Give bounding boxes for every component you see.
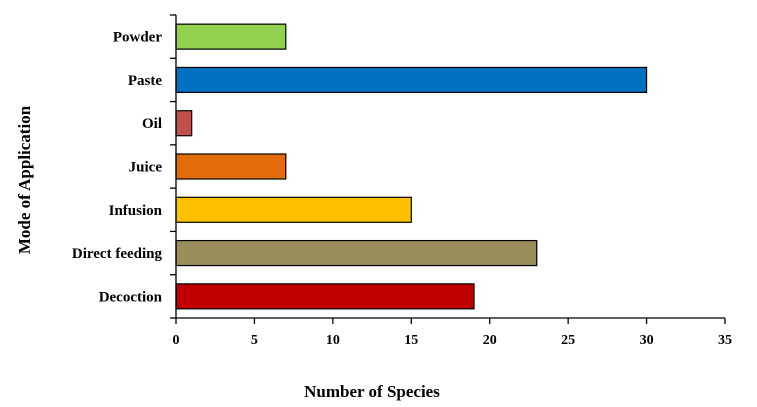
- labels-group: Decoction Direct feeding Infusion Juice Oil P…: [72, 30, 732, 348]
- y-tick-label-paste: Paste: [128, 73, 162, 89]
- axes-group: [170, 14, 726, 324]
- y-tick-label-infusion: Infusion: [109, 203, 163, 219]
- x-tick-label-30: 30: [640, 333, 654, 348]
- x-tick-label-25: 25: [561, 333, 575, 348]
- bar-powder: [175, 23, 287, 50]
- bars-group: [175, 23, 648, 310]
- bar-decoction: [175, 283, 475, 310]
- y-tick-label-powder: Powder: [113, 30, 162, 46]
- x-tick-label-35: 35: [718, 333, 732, 348]
- y-tick-label-juice: Juice: [129, 160, 163, 176]
- bar-oil: [175, 110, 193, 137]
- x-tick-label-5: 5: [251, 333, 258, 348]
- x-tick-label-20: 20: [483, 333, 497, 348]
- x-tick-label-15: 15: [404, 333, 418, 348]
- x-tick-label-0: 0: [173, 333, 180, 348]
- y-tick-label-oil: Oil: [142, 116, 162, 132]
- bar-juice: [175, 153, 287, 180]
- x-tick-label-10: 10: [326, 333, 340, 348]
- bar-direct-feeding: [175, 239, 538, 267]
- bar-paste: [175, 66, 648, 94]
- bar-infusion: [175, 196, 412, 223]
- y-tick-label-decoction: Decoction: [99, 289, 163, 305]
- x-axis-title: Number of Species: [304, 382, 440, 401]
- y-tick-label-direct-feeding: Direct feeding: [72, 246, 163, 262]
- y-axis-title: Mode of Application: [15, 105, 34, 254]
